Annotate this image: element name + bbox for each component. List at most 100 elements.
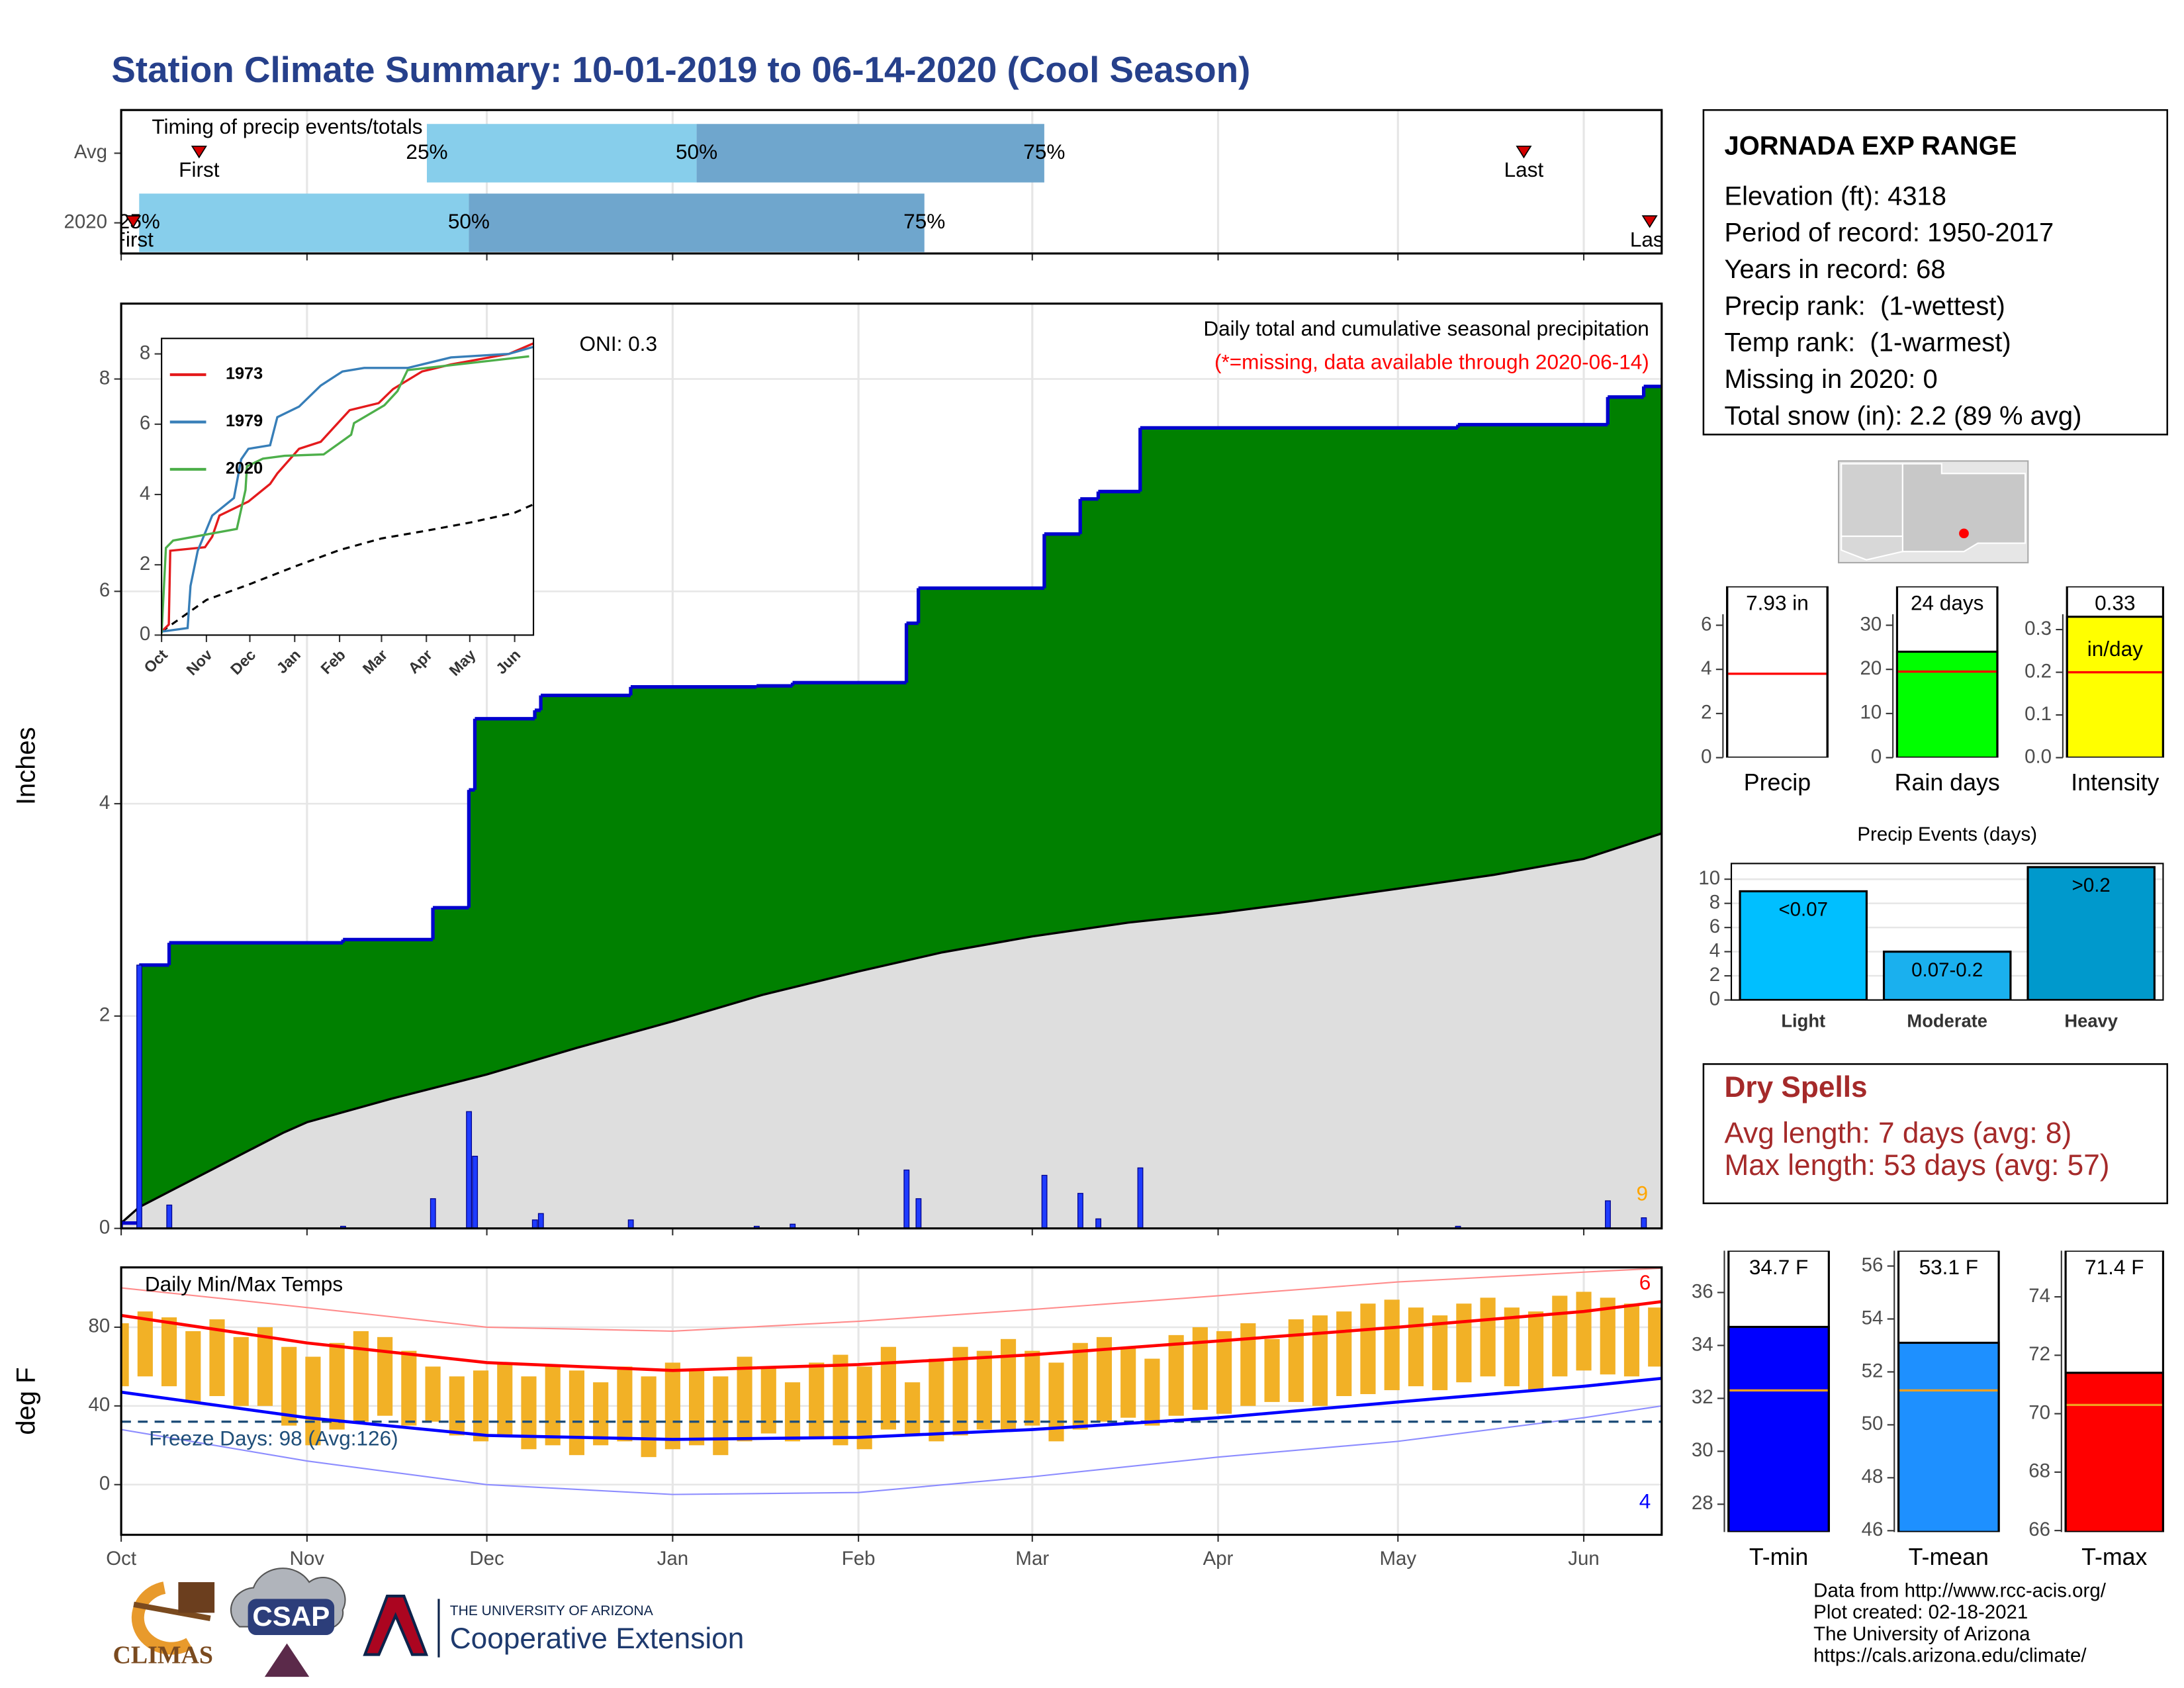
temp-range-bar [329, 1342, 345, 1430]
temp-range-bar [1024, 1350, 1040, 1426]
category-label: Intensity [2071, 769, 2159, 796]
temp-range-bar [929, 1358, 944, 1442]
average-line [121, 832, 1662, 1224]
daily-bar [466, 1111, 473, 1229]
bar [1739, 890, 1868, 1000]
temp-range-bar [401, 1350, 417, 1426]
value-box [1897, 1250, 2000, 1532]
event-marker [1641, 215, 1658, 228]
y-tick-label: 46 [1862, 1519, 1884, 1540]
y-tick-label: 36 [1692, 1280, 1713, 1302]
temp-range-bar [905, 1382, 921, 1436]
avg-max-line [121, 1300, 1662, 1372]
event-label: First [179, 158, 220, 181]
y-tick-label: 6 [1709, 915, 1720, 937]
daily-bar [1095, 1218, 1102, 1229]
temp-range-bar [521, 1376, 537, 1450]
event-marker [191, 146, 207, 159]
record-high-count: 6 [1639, 1270, 1651, 1294]
percent-label: 25% [118, 209, 160, 233]
station-line: Period of record: 1950-2017 [1724, 218, 2054, 248]
category-label: Heavy [2064, 1011, 2118, 1031]
y-tick-label: 48 [1862, 1466, 1884, 1487]
temp-range-bar [1240, 1323, 1256, 1406]
temp-range-bar [1648, 1307, 1662, 1367]
temp-range-bar [185, 1331, 201, 1402]
temp-range-bar [784, 1382, 801, 1442]
temp-range-bar [257, 1327, 273, 1406]
daily-bar [531, 1219, 538, 1229]
legend-label: 2020 [226, 459, 263, 478]
cumulative-step [139, 964, 170, 1229]
y-tick-label: 56 [1862, 1254, 1884, 1276]
temp-range-bar [1312, 1315, 1328, 1406]
temp-range-bar [137, 1311, 153, 1377]
dry-spell-lines: Avg length: 7 days (avg: 8)Max length: 5… [1724, 1117, 2109, 1181]
cumulative-step [469, 790, 476, 1229]
temp-range-bar [856, 1366, 872, 1450]
station-box [1702, 109, 2169, 436]
temp-range-bar [1528, 1311, 1544, 1391]
temp-range-bar [473, 1370, 489, 1442]
event-label: Last [1630, 227, 1670, 251]
series-line [161, 346, 534, 633]
x-tick-label: Oct [106, 1548, 136, 1570]
temp-range-bar [545, 1366, 561, 1446]
timing-bar-late [696, 124, 1044, 183]
csap-logo-text: CSAP [252, 1601, 330, 1632]
footer: Data from http://www.rcc-acis.org/Plot c… [1813, 1580, 2107, 1667]
plot-area: <0.07 0.07-0.2 >0.2 [1731, 863, 2163, 1000]
temp-range-bar [593, 1382, 609, 1446]
dry-spells-title: Dry Spells [1724, 1071, 1867, 1103]
value-label: 34.7 F [1749, 1255, 1808, 1279]
temp-range-bar [1600, 1297, 1615, 1375]
y-tick-label: 72 [2028, 1343, 2050, 1365]
panel-border [161, 338, 535, 636]
temp-range-bar [305, 1356, 321, 1446]
y-tick-label: 0.3 [2025, 618, 2052, 639]
y-tick-label: 30 [1860, 613, 1882, 635]
panel-border [1730, 863, 2164, 1001]
y-tick-label: 0.0 [2025, 745, 2052, 767]
panel-border [120, 1266, 1663, 1536]
daily-bar [136, 964, 142, 1229]
station-line: Elevation (ft): 4318 [1724, 181, 1946, 211]
y-tick-label: 6 [99, 579, 110, 601]
arizona-a [363, 1595, 429, 1656]
temp-range-bar [497, 1362, 513, 1436]
timing-bar-early [139, 193, 469, 252]
y-tick-label: 6 [1701, 613, 1711, 635]
temp-range-bar [1336, 1311, 1352, 1397]
temp-range-bar [1360, 1303, 1376, 1395]
logos: CLIMAS CSAP THE UNIVERSITY OF ARIZONA Co… [113, 1568, 744, 1677]
y-tick-label: 68 [2028, 1460, 2050, 1482]
y-tick-label: 0.1 [2025, 703, 2052, 725]
record-high-line [121, 1267, 1662, 1332]
y-tick-label: 0 [140, 623, 150, 645]
temp-range-bar [161, 1317, 177, 1387]
y-tick-label: 74 [2028, 1285, 2050, 1307]
extension-text: Cooperative Extension [450, 1622, 745, 1655]
threshold-label: <0.07 [1778, 899, 1828, 921]
temp-range-bar [1480, 1297, 1496, 1377]
value-label: 24 days [1911, 590, 1984, 614]
location-map [1838, 460, 2029, 564]
dry-spell-line: Avg length: 7 days (avg: 8) [1724, 1117, 2071, 1149]
temp-range-bar [1408, 1307, 1424, 1387]
temp-range-bar [809, 1362, 825, 1438]
daily-bar [166, 1204, 173, 1229]
station-name: JORNADA EXP RANGE [1724, 132, 2017, 161]
series-line [161, 355, 529, 633]
category-label: T-min [1749, 1544, 1808, 1570]
climas-swirl [131, 1581, 193, 1655]
avg-min-line [121, 1376, 1662, 1441]
x-tick-label: Mar [1015, 1548, 1049, 1570]
daily-bar [537, 1213, 544, 1229]
station-line: Total snow (in): 2.2 (89 % avg) [1724, 401, 2081, 430]
footer-line: https://cals.arizona.edu/climate/ [1813, 1644, 2087, 1666]
temp-range-bar [976, 1350, 992, 1430]
temp-range-bar [353, 1331, 369, 1422]
daily-bar [915, 1198, 922, 1229]
y-tick-label: 4 [1709, 939, 1720, 961]
value-box [1726, 586, 1829, 758]
